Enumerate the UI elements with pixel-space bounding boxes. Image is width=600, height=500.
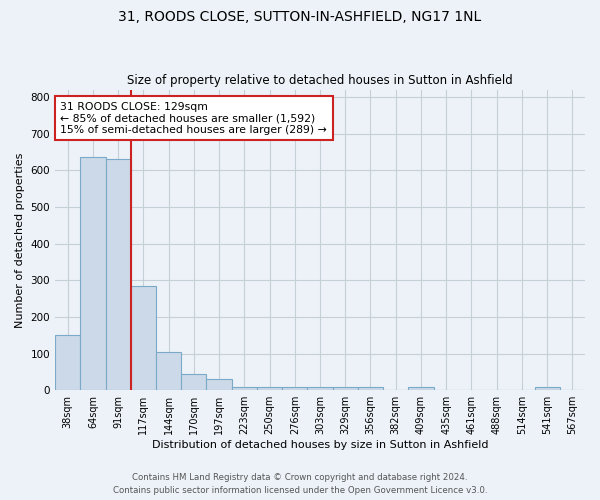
Bar bbox=[257, 386, 282, 390]
Bar bbox=[156, 352, 181, 390]
Bar bbox=[232, 386, 257, 390]
Bar bbox=[181, 374, 206, 390]
X-axis label: Distribution of detached houses by size in Sutton in Ashfield: Distribution of detached houses by size … bbox=[152, 440, 488, 450]
Bar bbox=[332, 386, 358, 390]
Text: 31 ROODS CLOSE: 129sqm
← 85% of detached houses are smaller (1,592)
15% of semi-: 31 ROODS CLOSE: 129sqm ← 85% of detached… bbox=[61, 102, 327, 135]
Bar bbox=[307, 386, 332, 390]
Text: 31, ROODS CLOSE, SUTTON-IN-ASHFIELD, NG17 1NL: 31, ROODS CLOSE, SUTTON-IN-ASHFIELD, NG1… bbox=[118, 10, 482, 24]
Bar bbox=[409, 388, 434, 390]
Bar bbox=[106, 159, 131, 390]
Bar bbox=[131, 286, 156, 390]
Title: Size of property relative to detached houses in Sutton in Ashfield: Size of property relative to detached ho… bbox=[127, 74, 513, 87]
Text: Contains HM Land Registry data © Crown copyright and database right 2024.
Contai: Contains HM Land Registry data © Crown c… bbox=[113, 474, 487, 495]
Bar bbox=[80, 158, 106, 390]
Bar bbox=[535, 388, 560, 390]
Bar bbox=[358, 386, 383, 390]
Y-axis label: Number of detached properties: Number of detached properties bbox=[15, 152, 25, 328]
Bar bbox=[282, 386, 307, 390]
Bar bbox=[206, 379, 232, 390]
Bar bbox=[55, 335, 80, 390]
